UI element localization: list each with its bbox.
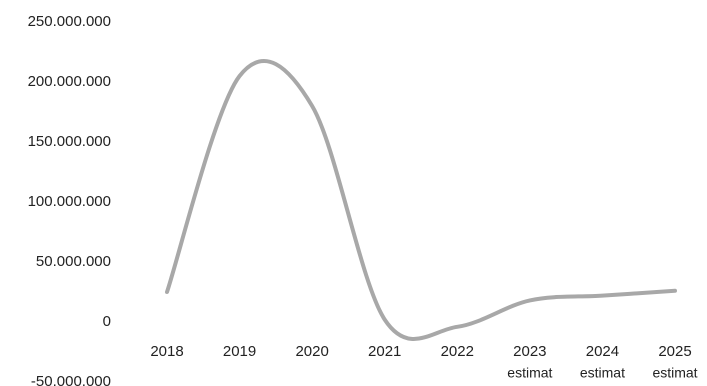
x-tick-label: 2021 [368, 343, 401, 360]
y-tick-label: -50.000.000 [31, 373, 111, 386]
data-point [383, 318, 387, 322]
y-tick-label: 0 [103, 313, 111, 330]
data-point [455, 325, 459, 329]
x-tick-sublabel: estimat [507, 365, 552, 381]
y-tick-label: 200.000.000 [28, 73, 111, 90]
series-group [165, 59, 677, 341]
x-tick-label: 2024 [586, 343, 619, 360]
x-tick-label: 2023 [513, 343, 546, 360]
data-point [600, 294, 604, 298]
data-point [528, 298, 532, 302]
x-tick-label: 2020 [295, 343, 328, 360]
series-line [165, 59, 677, 341]
y-tick-label: 50.000.000 [36, 253, 111, 270]
y-tick-label: 100.000.000 [28, 193, 111, 210]
x-tick-sublabel: estimat [580, 365, 625, 381]
y-tick-label: 150.000.000 [28, 133, 111, 150]
x-tick-label: 2019 [223, 343, 256, 360]
x-tick-label: 2018 [150, 343, 183, 360]
y-axis: 250.000.000 200.000.000 150.000.000 100.000… [28, 13, 111, 386]
data-point [673, 289, 677, 293]
x-tick-label: 2022 [441, 343, 474, 360]
data-point [310, 104, 314, 108]
data-point [238, 74, 242, 78]
y-tick-label: 250.000.000 [28, 13, 111, 30]
x-tick-sublabel: estimat [652, 365, 697, 381]
x-tick-label: 2025 [658, 343, 691, 360]
x-axis: 2018 2019 2020 2021 2022 2023 estimat 2024 estim… [150, 343, 697, 381]
data-point [165, 290, 169, 294]
